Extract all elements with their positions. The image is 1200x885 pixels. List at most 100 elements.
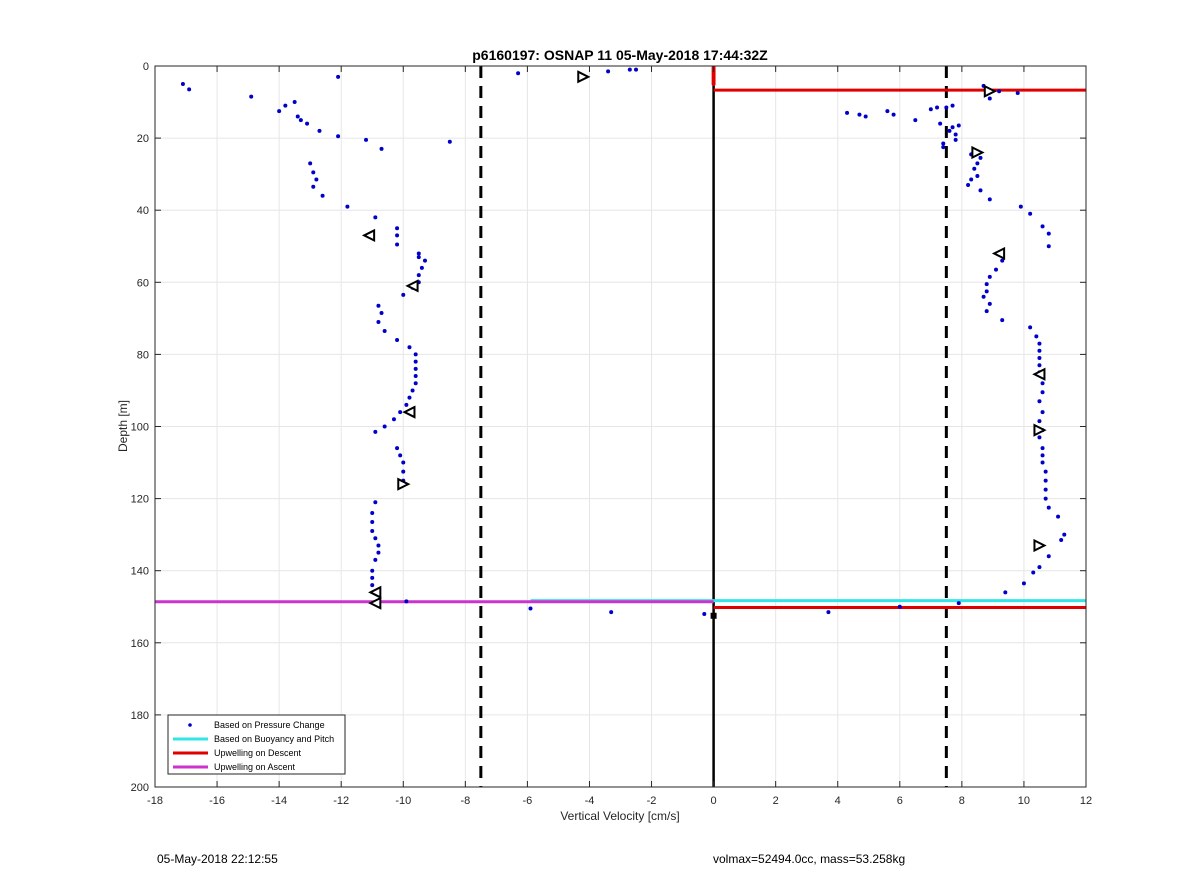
pressure-change-point (398, 453, 403, 458)
legend-label: Upwelling on Ascent (214, 762, 296, 772)
x-tick-label: -6 (523, 795, 533, 807)
pressure-change-point (1043, 496, 1048, 501)
pressure-change-point (609, 610, 614, 615)
pressure-change-point (950, 103, 955, 108)
pressure-change-point (969, 177, 974, 182)
pressure-change-point (413, 374, 418, 379)
pressure-change-point (938, 121, 943, 126)
pressure-change-point (941, 141, 946, 146)
descent-point (711, 82, 716, 87)
x-tick-label: 0 (711, 795, 717, 807)
pressure-change-point (373, 429, 378, 434)
pressure-change-point (314, 177, 319, 182)
pressure-change-point (913, 118, 918, 123)
y-tick-label: 20 (137, 133, 149, 145)
pressure-change-point (370, 511, 375, 516)
triangle-right-marker (983, 84, 998, 98)
pressure-change-point (972, 166, 977, 171)
pressure-change-point (1043, 478, 1048, 483)
pressure-change-point (373, 500, 378, 505)
x-tick-label: 10 (1018, 795, 1030, 807)
pressure-change-point (863, 114, 868, 119)
pressure-change-point (634, 67, 639, 72)
pressure-change-point (1043, 487, 1048, 492)
triangle-right-marker (971, 145, 985, 160)
legend-label: Upwelling on Descent (214, 748, 302, 758)
pressure-change-point (308, 161, 313, 166)
pressure-change-point (987, 301, 992, 306)
pressure-change-point (987, 96, 992, 101)
x-tick-label: -18 (147, 795, 163, 807)
pressure-change-point (395, 337, 400, 342)
pressure-change-point (1037, 435, 1042, 440)
pressure-change-point (997, 89, 1002, 94)
legend-label: Based on Pressure Change (214, 720, 325, 730)
pressure-change-point (885, 109, 890, 114)
y-tick-label: 180 (131, 710, 149, 722)
pressure-change-point (305, 121, 310, 126)
pressure-change-point (702, 611, 707, 616)
x-tick-label: 4 (835, 795, 841, 807)
pressure-change-point (370, 520, 375, 525)
y-tick-label: 80 (137, 349, 149, 361)
pressure-change-point (292, 100, 297, 105)
pressure-change-point (1037, 419, 1042, 424)
pressure-change-point (311, 170, 316, 175)
pressure-change-point (345, 204, 350, 209)
legend-label: Based on Buoyancy and Pitch (214, 734, 334, 744)
y-tick-label: 140 (131, 566, 149, 578)
series-points (180, 65, 1067, 616)
pressure-change-point (1037, 399, 1042, 404)
pressure-change-point (376, 303, 381, 308)
pressure-change-point (317, 128, 322, 133)
pressure-change-point (950, 125, 955, 130)
pressure-change-point (1046, 505, 1051, 510)
pressure-change-point (1028, 325, 1033, 330)
pressure-change-point (1040, 453, 1045, 458)
axis-ticks: -18 -16 -14 -12 -10 -8 -6 -4 -2 0 2 4 6 8 10 1202040608… (131, 61, 1092, 807)
y-tick-label: 100 (131, 422, 149, 434)
pressure-change-point (1040, 390, 1045, 395)
pressure-change-point (295, 114, 300, 119)
y-tick-label: 160 (131, 638, 149, 650)
pressure-change-point (984, 289, 989, 294)
pressure-change-point (944, 105, 949, 110)
pressure-change-point (984, 282, 989, 287)
pressure-change-point (956, 123, 961, 128)
reference-lines (479, 66, 948, 787)
triangle-left-marker (405, 279, 419, 293)
pressure-change-point (897, 604, 902, 609)
pressure-change-point (1046, 554, 1051, 559)
pressure-change-point (1040, 381, 1045, 386)
pressure-change-point (1059, 538, 1064, 543)
x-tick-label: -14 (271, 795, 287, 807)
pressure-change-point (401, 292, 406, 297)
pressure-change-point (975, 173, 980, 178)
pressure-change-point (1037, 348, 1042, 353)
y-tick-label: 60 (137, 277, 149, 289)
pressure-change-point (404, 599, 409, 604)
x-axis-label: Vertical Velocity [cm/s] (560, 809, 679, 823)
pressure-change-point (373, 536, 378, 541)
pressure-change-point (984, 309, 989, 314)
pressure-change-point (978, 155, 983, 160)
pressure-change-point (935, 105, 940, 110)
pressure-change-point (376, 543, 381, 548)
pressure-change-point (413, 359, 418, 364)
pressure-change-point (410, 388, 415, 393)
stats-footer: volmax=52494.0cc, mass=53.258kg (713, 852, 906, 866)
pressure-change-point (379, 146, 384, 151)
triangle-right-marker (1033, 538, 1047, 553)
pressure-change-point (1021, 581, 1026, 586)
pressure-change-point (187, 87, 192, 92)
pressure-change-point (382, 424, 387, 429)
pressure-change-point (180, 82, 185, 87)
y-tick-label: 40 (137, 205, 149, 217)
pressure-change-point (395, 446, 400, 451)
triangle-right-marker (1033, 423, 1047, 437)
pressure-change-point (364, 137, 369, 142)
pressure-change-point (395, 226, 400, 231)
pressure-change-point (947, 128, 952, 133)
y-axis-label: Depth [m] (116, 400, 130, 452)
